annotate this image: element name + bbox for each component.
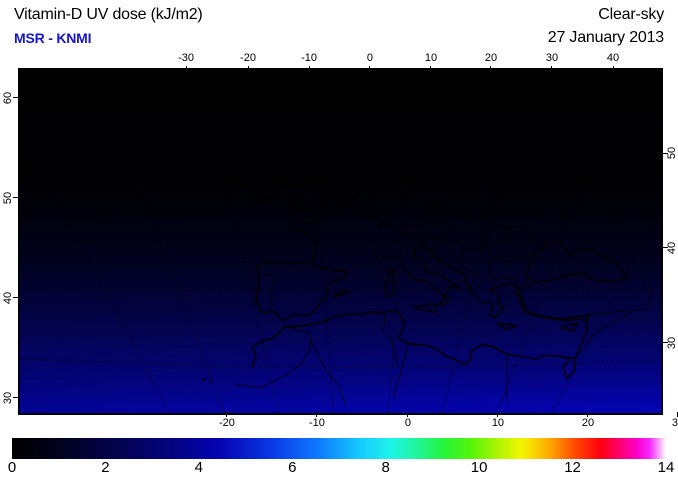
page-title: Vitamin-D UV dose (kJ/m2) (14, 6, 203, 23)
date-label: 27 January 2013 (547, 29, 664, 46)
sky-condition-label: Clear-sky (598, 6, 664, 23)
colorbar-tick: 8 (381, 459, 390, 476)
colorbar-tick-labels: 0 2 4 6 8 10 12 14 (8, 459, 675, 479)
colorbar-tick: 14 (657, 459, 675, 476)
tick-mark-bottom (407, 412, 409, 417)
colorbar (12, 438, 666, 459)
tick-mark-top (551, 66, 553, 71)
axis-tick-bottom: -10 (309, 417, 325, 429)
tick-mark-left (13, 397, 18, 399)
tick-mark-right (663, 342, 668, 344)
data-source-label: MSR - KNMI (14, 30, 92, 46)
tick-mark-top (430, 66, 432, 71)
tick-mark-left (13, 297, 18, 299)
axis-tick-top: -30 (178, 52, 194, 64)
tick-mark-left (13, 97, 18, 99)
tick-mark-top (185, 66, 187, 71)
axis-tick-top: 40 (606, 52, 620, 64)
axis-tick-top: -10 (301, 52, 317, 64)
colorbar-tick: 12 (564, 459, 581, 476)
colorbar-tick: 2 (101, 459, 110, 476)
tick-mark-top (247, 66, 249, 71)
axis-tick-top: 30 (545, 52, 559, 64)
uv-dose-heatmap (20, 70, 661, 413)
colorbar-tick: 6 (288, 459, 297, 476)
tick-mark-top (490, 66, 492, 71)
axis-tick-top: 10 (424, 52, 438, 64)
tick-mark-bottom (587, 412, 589, 417)
axis-tick-top: -20 (240, 52, 256, 64)
axis-tick-top: 0 (366, 52, 374, 64)
axis-tick-bottom: 10 (491, 417, 505, 429)
axis-tick-bottom: 20 (581, 417, 595, 429)
axis-tick-bottom: -20 (219, 417, 235, 429)
tick-mark-bottom (226, 412, 228, 417)
tick-mark-top (612, 66, 614, 71)
colorbar-gradient (12, 438, 666, 459)
tick-mark-right (663, 152, 668, 154)
colorbar-tick: 0 (7, 459, 17, 476)
axis-tick-bottom: 0 (404, 417, 412, 429)
tick-mark-bottom (316, 412, 318, 417)
tick-mark-left (13, 197, 18, 199)
axis-tick-bottom: 30 (671, 417, 678, 429)
tick-mark-bottom (497, 412, 499, 417)
map-plot-area (18, 68, 663, 415)
tick-mark-right (663, 247, 668, 249)
tick-mark-top (369, 66, 371, 71)
colorbar-tick: 4 (194, 459, 204, 476)
tick-mark-top (308, 66, 310, 71)
axis-tick-top: 20 (484, 52, 498, 64)
colorbar-tick: 10 (470, 459, 488, 476)
